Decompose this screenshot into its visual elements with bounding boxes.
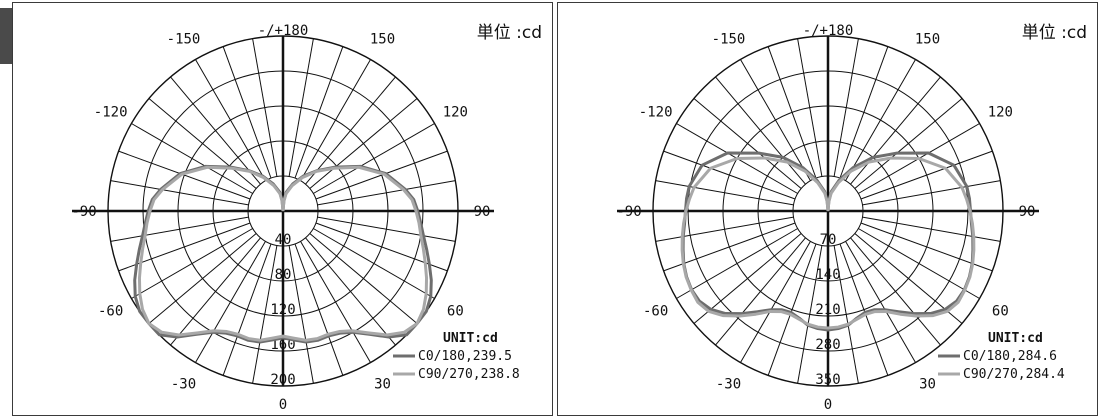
polar-plot-left: -/+180 150 120 90 60 30 0 -30 -60 -90 -120 -150 40 80… bbox=[71, 23, 520, 413]
right-legend-entry: C90/270,284.4 bbox=[963, 367, 1065, 382]
right-angle-label: 120 bbox=[988, 105, 1013, 121]
left-legend-entry: C90/270,238.8 bbox=[418, 367, 520, 382]
right-series-line-0 bbox=[681, 151, 975, 332]
left-angle-label: -120 bbox=[94, 105, 128, 121]
right-series-line-1 bbox=[680, 156, 976, 330]
unit-title-left: 単位 :cd bbox=[476, 23, 542, 43]
right-radial-label: 210 bbox=[815, 302, 840, 318]
left-legend-unit: UNIT:cd bbox=[443, 331, 498, 346]
right-radial-label: 70 bbox=[820, 232, 837, 248]
left-angle-label: 0 bbox=[279, 397, 287, 413]
right-series bbox=[680, 151, 976, 332]
right-radial-label: 280 bbox=[815, 337, 840, 353]
left-angle-label: -90 bbox=[71, 204, 96, 220]
right-angle-label: 90 bbox=[1019, 204, 1036, 220]
right-angle-label: 150 bbox=[915, 32, 940, 48]
left-radial-label: 40 bbox=[275, 232, 292, 248]
left-angle-label: 30 bbox=[374, 376, 391, 392]
right-angle-label: -60 bbox=[643, 304, 668, 320]
right-legend: UNIT:cd C0/180,284.6 C90/270,284.4 bbox=[938, 331, 1065, 382]
left-series bbox=[133, 164, 433, 344]
right-radial-label: 140 bbox=[815, 267, 840, 283]
right-radial-label: 350 bbox=[815, 372, 840, 388]
left-angle-label: -60 bbox=[98, 304, 123, 320]
left-angle-label: -150 bbox=[167, 32, 201, 48]
right-angle-label: -/+180 bbox=[803, 23, 854, 39]
left-radial-label: 160 bbox=[270, 337, 295, 353]
right-angle-label: 60 bbox=[992, 304, 1009, 320]
right-angle-label: -150 bbox=[712, 32, 746, 48]
right-angle-label: -120 bbox=[639, 105, 673, 121]
polar-chart-left: -/+180 150 120 90 60 30 0 -30 -60 -90 -120 -150 40 80… bbox=[12, 2, 553, 416]
left-angle-label: -30 bbox=[171, 376, 196, 392]
side-tab-marker bbox=[0, 8, 12, 64]
right-angle-label: -30 bbox=[716, 376, 741, 392]
left-angle-label: 90 bbox=[474, 204, 491, 220]
unit-title-right: 単位 :cd bbox=[1021, 23, 1087, 43]
left-legend: UNIT:cd C0/180,239.5 C90/270,238.8 bbox=[393, 331, 520, 382]
left-legend-entry: C0/180,239.5 bbox=[418, 349, 512, 364]
left-angle-label: 120 bbox=[443, 105, 468, 121]
polar-plot-right: -/+180 150 120 90 60 30 0 -30 -60 -90 -120 -150 70 14… bbox=[616, 23, 1065, 413]
polar-chart-right: -/+180 150 120 90 60 30 0 -30 -60 -90 -120 -150 70 14… bbox=[557, 2, 1098, 416]
right-angle-label: 0 bbox=[824, 397, 832, 413]
right-legend-unit: UNIT:cd bbox=[988, 331, 1043, 346]
right-legend-entry: C0/180,284.6 bbox=[963, 349, 1057, 364]
left-angle-label: 60 bbox=[447, 304, 464, 320]
left-radial-label: 200 bbox=[270, 372, 295, 388]
right-angle-label: 30 bbox=[919, 376, 936, 392]
left-series-line-1 bbox=[137, 165, 429, 342]
right-radial-labels: 70 140 210 280 350 bbox=[815, 232, 840, 388]
left-angle-labels: -/+180 150 120 90 60 30 0 -30 -60 -90 -120 -150 bbox=[71, 23, 490, 413]
left-angle-label: 150 bbox=[370, 32, 395, 48]
right-angle-label: -90 bbox=[616, 204, 641, 220]
left-radial-labels: 40 80 120 160 200 bbox=[270, 232, 295, 388]
left-grid bbox=[72, 35, 494, 387]
left-radial-label: 80 bbox=[275, 267, 292, 283]
right-angle-labels: -/+180 150 120 90 60 30 0 -30 -60 -90 -120 -150 bbox=[616, 23, 1035, 413]
left-angle-label: -/+180 bbox=[258, 23, 309, 39]
left-radial-label: 120 bbox=[270, 302, 295, 318]
